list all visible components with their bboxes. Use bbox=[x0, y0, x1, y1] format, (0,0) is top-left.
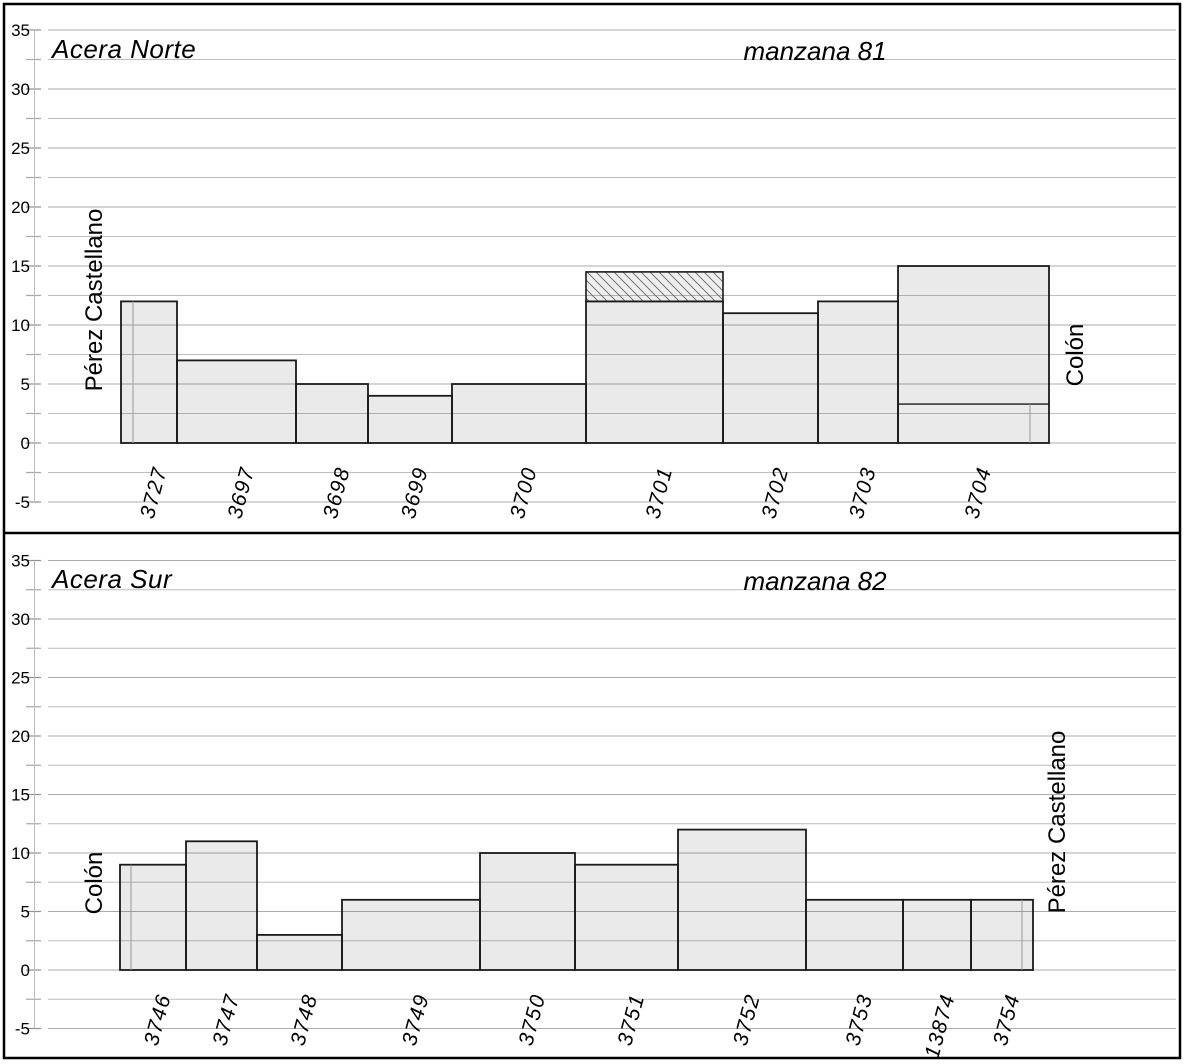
block-label-81: manzana 81 bbox=[743, 36, 887, 66]
bar-label-3754: 3754 bbox=[989, 991, 1025, 1048]
block-label-82: manzana 82 bbox=[743, 566, 887, 596]
y-tick-label: 10 bbox=[11, 844, 30, 863]
y-tick-label: 5 bbox=[21, 375, 30, 394]
bar-3753 bbox=[805, 898, 904, 971]
y-tick-label: 35 bbox=[11, 552, 30, 571]
bar-3700 bbox=[451, 383, 587, 444]
y-tick-label: -5 bbox=[15, 493, 30, 512]
bar-3749 bbox=[341, 898, 481, 971]
bar-label-3748: 3748 bbox=[286, 991, 322, 1048]
gridlines bbox=[26, 29, 1176, 503]
bar-3752 bbox=[677, 828, 807, 971]
y-axis-labels: -5 0 5 10 15 20 25 30 35 bbox=[11, 21, 30, 512]
y-tick-label: 20 bbox=[11, 727, 30, 746]
bar-3747 bbox=[185, 840, 258, 971]
y-axis-labels: -5 0 5 10 15 20 25 30 35 bbox=[11, 552, 30, 1039]
bar-3750 bbox=[479, 852, 576, 971]
bar-label-13874: 13874 bbox=[921, 991, 960, 1061]
bar-3703 bbox=[817, 300, 899, 444]
bar-label-3749: 3749 bbox=[398, 991, 434, 1048]
bar-3699 bbox=[367, 394, 453, 444]
bar-13874 bbox=[902, 898, 972, 971]
street-label-colon-sur: Colón bbox=[81, 851, 108, 915]
street-label-colon-norte: Colón bbox=[1062, 323, 1089, 387]
bar-3754 bbox=[970, 898, 1034, 971]
bar-label-3752: 3752 bbox=[729, 991, 765, 1048]
y-tick-label: 20 bbox=[11, 198, 30, 217]
bar-3751 bbox=[574, 863, 679, 971]
y-tick-label: 0 bbox=[21, 961, 30, 980]
bar-hatched-extension bbox=[585, 271, 724, 303]
bar-3748 bbox=[256, 934, 343, 971]
bar-3704 bbox=[897, 265, 1050, 444]
bar-label-3753: 3753 bbox=[841, 991, 877, 1048]
bar-labels: 3746 3747 3748 3749 3750 3751 3752 3753 13874 375… bbox=[140, 991, 1025, 1061]
bar-label-3747: 3747 bbox=[208, 991, 244, 1048]
bars bbox=[119, 828, 1034, 971]
y-tick-label: 10 bbox=[11, 316, 30, 335]
panel-acera-sur: -5 0 5 10 15 20 25 30 35 3746 3747 3748 3749 3750 3751… bbox=[11, 552, 1176, 1061]
gridlines bbox=[26, 559, 1176, 1030]
bar-3701 bbox=[585, 300, 724, 444]
panel-title-sur: Acera Sur bbox=[52, 564, 173, 594]
y-tick-label: 25 bbox=[11, 669, 30, 688]
panel-title-norte: Acera Norte bbox=[52, 34, 197, 64]
y-tick-label: 30 bbox=[11, 80, 30, 99]
bar-3698 bbox=[295, 383, 369, 444]
bar-label-3746: 3746 bbox=[140, 991, 176, 1048]
bar-3727 bbox=[120, 300, 178, 444]
y-tick-label: 25 bbox=[11, 139, 30, 158]
bar-3697 bbox=[176, 359, 297, 444]
y-tick-label: 35 bbox=[11, 21, 30, 40]
y-tick-label: 30 bbox=[11, 610, 30, 629]
y-tick-label: 0 bbox=[21, 434, 30, 453]
y-tick-label: -5 bbox=[15, 1020, 30, 1039]
y-tick-label: 15 bbox=[11, 786, 30, 805]
bar-label-3750: 3750 bbox=[514, 991, 550, 1048]
bar-3702 bbox=[722, 312, 819, 444]
y-tick-label: 5 bbox=[21, 903, 30, 922]
y-tick-label: 15 bbox=[11, 257, 30, 276]
bars bbox=[120, 265, 1050, 444]
bar-3746 bbox=[119, 863, 187, 971]
bar-label-3751: 3751 bbox=[613, 991, 649, 1048]
street-label-perez-castellano-sur: Pérez Castellano bbox=[1044, 730, 1071, 914]
street-label-perez-castellano-norte: Pérez Castellano bbox=[81, 208, 108, 392]
